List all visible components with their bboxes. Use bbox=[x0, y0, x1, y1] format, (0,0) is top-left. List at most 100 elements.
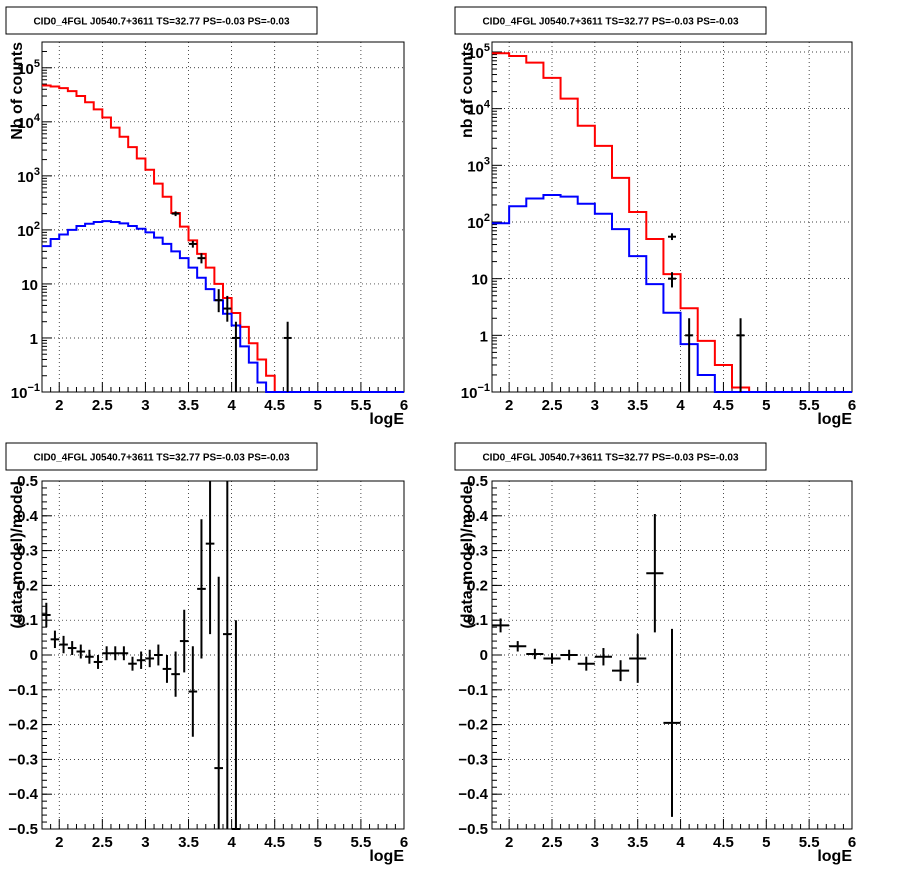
y-axis-label: (data-model)/model bbox=[459, 481, 476, 629]
x-tick-label: 5 bbox=[762, 834, 770, 851]
y-tick-exponent: −1 bbox=[477, 382, 490, 394]
x-tick-label: 5.5 bbox=[350, 834, 371, 851]
y-tick-exponent: 3 bbox=[34, 166, 40, 178]
x-tick-label: 3 bbox=[141, 397, 149, 414]
y-axis-label: Nb of counts bbox=[9, 42, 26, 140]
x-tick-label: 3 bbox=[591, 397, 599, 414]
y-tick-exponent: 2 bbox=[484, 212, 490, 224]
y-tick-label: 102 bbox=[17, 220, 40, 240]
y-tick-label: −0.2 bbox=[458, 717, 488, 734]
y-tick-label: 10 bbox=[21, 277, 38, 294]
y-tick-label: 10−1 bbox=[11, 382, 40, 402]
y-tick-exponent: 5 bbox=[484, 42, 490, 54]
x-axis-label: logE bbox=[369, 411, 404, 428]
plot-frame bbox=[491, 41, 853, 393]
x-axis-label: logE bbox=[817, 848, 852, 865]
y-tick-label: 10 bbox=[471, 272, 488, 289]
x-axis-label: logE bbox=[817, 411, 852, 428]
y-gridlines bbox=[42, 515, 404, 795]
y-tick-label: 0 bbox=[30, 647, 38, 664]
histogram-series-2 bbox=[42, 220, 404, 393]
y-tick-label: −0.1 bbox=[8, 682, 38, 699]
x-tick-label: 3.5 bbox=[178, 834, 199, 851]
histogram-series-2 bbox=[492, 193, 852, 393]
x-tick-label: 6 bbox=[400, 834, 408, 851]
y-axis-label: (data-model)/model bbox=[9, 481, 26, 629]
plot-frame bbox=[41, 41, 405, 393]
x-tick-label: 4 bbox=[676, 834, 685, 851]
x-tick-label: 4 bbox=[227, 397, 236, 414]
title-box bbox=[454, 442, 767, 471]
y-tick-label: 0.5 bbox=[467, 473, 488, 490]
x-axis-label: logE bbox=[369, 848, 404, 865]
y-tick-label: −0.3 bbox=[8, 751, 38, 768]
y-tick-label: −0.4 bbox=[458, 786, 488, 803]
x-tick-label: 3 bbox=[591, 834, 599, 851]
x-tick-label: 5.5 bbox=[799, 397, 820, 414]
x-tick-label: 5 bbox=[314, 397, 322, 414]
y-tick-label: −0.2 bbox=[8, 717, 38, 734]
x-tick-label: 2 bbox=[505, 834, 513, 851]
y-axis-label: nb of counts bbox=[459, 42, 476, 138]
y-tick-label: 0.1 bbox=[467, 612, 488, 629]
x-tick-label: 6 bbox=[848, 834, 856, 851]
x-tick-label: 2 bbox=[55, 397, 63, 414]
y-tick-label: 0.3 bbox=[467, 543, 488, 560]
x-tick-label: 4.5 bbox=[264, 834, 285, 851]
y-tick-exponent: 4 bbox=[34, 112, 41, 124]
x-tick-label: 2 bbox=[505, 397, 513, 414]
x-tick-label: 6 bbox=[848, 397, 856, 414]
y-tick-exponent: 2 bbox=[34, 220, 40, 232]
x-tick-label: 5.5 bbox=[799, 834, 820, 851]
x-tick-label: 3.5 bbox=[178, 397, 199, 414]
x-tick-label: 6 bbox=[400, 397, 408, 414]
chart-panel-4: 2 2.5 3 3.5 4 4.5 5 5.5 6 0.5 0.4 0.3 0.2 0.1 0 −0.1 −0.… bbox=[454, 442, 856, 865]
x-tick-label: 4 bbox=[676, 397, 685, 414]
y-tick-label: 0.2 bbox=[17, 577, 38, 594]
y-tick-label: 0.1 bbox=[17, 612, 38, 629]
x-tick-label: 2.5 bbox=[92, 834, 113, 851]
chart-panel-1: 2 2.5 3 3.5 4 4.5 5 5.5 610−1110102103104105logE… bbox=[5, 6, 408, 428]
y-tick-label: 103 bbox=[467, 155, 490, 175]
y-tick-label: 1 bbox=[30, 331, 38, 348]
x-tick-label: 4.5 bbox=[713, 834, 734, 851]
y-tick-exponent: 5 bbox=[34, 58, 40, 70]
chart-title: CID0_4FGL J0540.7+3611 TS=32.77 PS=-0.03… bbox=[482, 453, 739, 464]
y-tick-label: −0.5 bbox=[458, 821, 488, 838]
x-tick-label: 5.5 bbox=[350, 397, 371, 414]
x-tick-label: 3.5 bbox=[627, 397, 648, 414]
y-tick-exponent: −1 bbox=[27, 382, 40, 394]
y-tick-label: 0.3 bbox=[17, 543, 38, 560]
y-tick-exponent: 4 bbox=[484, 99, 491, 111]
y-tick-label: −0.3 bbox=[458, 751, 488, 768]
chart-title: CID0_4FGL J0540.7+3611 TS=32.77 PS=-0.03… bbox=[33, 17, 290, 28]
y-tick-label: 0.5 bbox=[17, 473, 38, 490]
x-tick-label: 5 bbox=[762, 397, 770, 414]
y-tick-label: 102 bbox=[467, 212, 490, 232]
y-tick-label: 10−1 bbox=[461, 382, 490, 402]
chart-title: CID0_4FGL J0540.7+3611 TS=32.77 PS=-0.03… bbox=[482, 17, 739, 28]
y-tick-label: 0.4 bbox=[17, 508, 39, 525]
x-tick-label: 2.5 bbox=[542, 834, 563, 851]
title-box bbox=[5, 442, 318, 471]
x-tick-label: 2 bbox=[55, 834, 63, 851]
y-tick-label: 103 bbox=[17, 166, 40, 186]
y-tick-label: 0 bbox=[480, 647, 488, 664]
x-tick-label: 3 bbox=[141, 834, 149, 851]
title-box bbox=[454, 6, 767, 35]
x-tick-label: 2.5 bbox=[542, 397, 563, 414]
chart-title: CID0_4FGL J0540.7+3611 TS=32.77 PS=-0.03… bbox=[33, 453, 290, 464]
y-tick-label: −0.4 bbox=[8, 786, 38, 803]
y-tick-label: −0.5 bbox=[8, 821, 38, 838]
y-tick-label: 0.2 bbox=[467, 577, 488, 594]
y-tick-exponent: 3 bbox=[484, 155, 490, 167]
x-tick-label: 4.5 bbox=[713, 397, 734, 414]
y-tick-label: 0.4 bbox=[467, 508, 489, 525]
chart-panel-2: 2 2.5 3 3.5 4 4.5 5 5.5 610−1110102103104105logE… bbox=[454, 6, 856, 428]
y-tick-label: 1 bbox=[480, 328, 488, 345]
x-tick-label: 2.5 bbox=[92, 397, 113, 414]
x-tick-label: 4 bbox=[227, 834, 236, 851]
x-tick-label: 5 bbox=[314, 834, 322, 851]
y-tick-label: −0.1 bbox=[458, 682, 488, 699]
